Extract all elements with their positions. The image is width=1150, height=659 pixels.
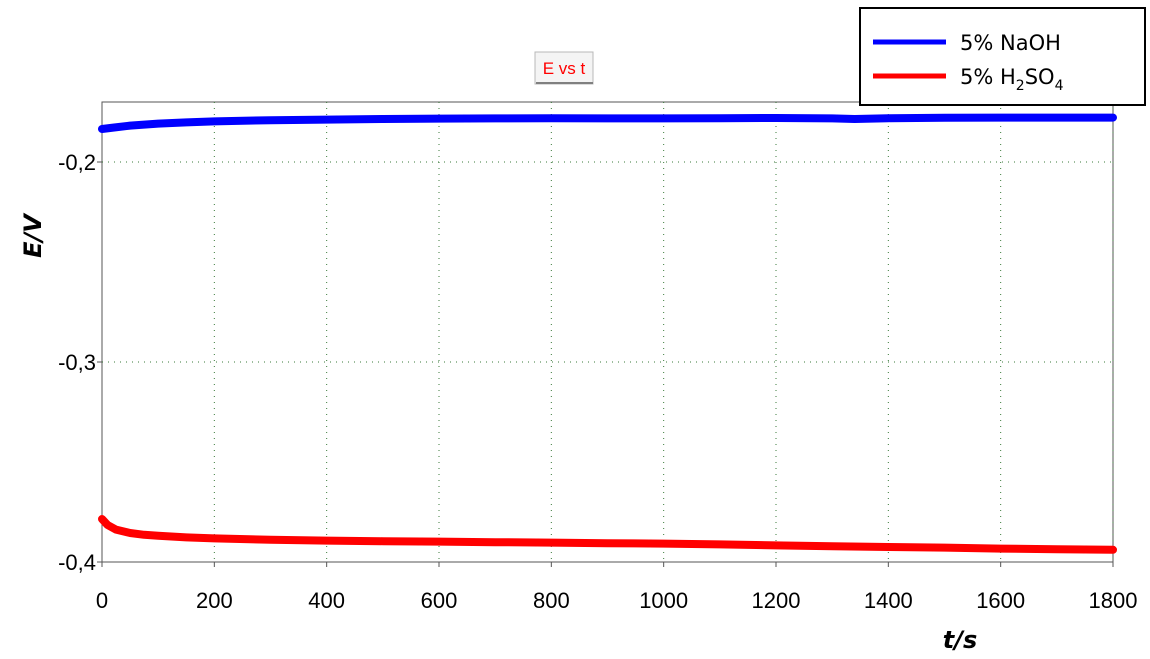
x-tick-label: 1000 xyxy=(639,588,688,613)
legend-label-naoh: 5% NaOH xyxy=(960,31,1061,55)
legend: 5% NaOH 5% H2SO4 xyxy=(859,7,1146,106)
y-tick-label: -0,3 xyxy=(58,350,96,375)
x-tick-label: 200 xyxy=(196,588,233,613)
y-tick-label: -0,2 xyxy=(58,150,96,175)
x-tick-label: 1600 xyxy=(976,588,1025,613)
x-tick-label: 600 xyxy=(421,588,458,613)
legend-label-h2so4: 5% H2SO4 xyxy=(960,65,1064,94)
legend-box xyxy=(859,7,1146,106)
x-tick-label: 1400 xyxy=(864,588,913,613)
chart-title: E vs t xyxy=(534,51,594,85)
x-tick-label: 800 xyxy=(533,588,570,613)
x-tick-label: 400 xyxy=(308,588,345,613)
y-axis-title: E/V xyxy=(19,212,47,258)
y-tick-label: -0,4 xyxy=(58,550,96,575)
grid xyxy=(102,102,1114,562)
chart-title-text: E vs t xyxy=(543,59,586,78)
x-axis-ticks: 0 200 400 600 800 1000 1200 1400 1600 1800 xyxy=(96,562,1138,613)
chart-title-box xyxy=(534,51,594,85)
y-axis-ticks: -0,2 -0,3 -0,4 xyxy=(58,150,102,575)
series-line-h2so4 xyxy=(98,515,1117,554)
x-tick-label: 0 xyxy=(96,588,108,613)
x-tick-label: 1800 xyxy=(1089,588,1138,613)
x-tick-label: 1200 xyxy=(752,588,801,613)
plot-area xyxy=(101,101,1114,563)
series-line-naoh xyxy=(98,113,1117,133)
series-layer xyxy=(98,113,1117,554)
x-axis-title: t/s xyxy=(943,626,978,654)
